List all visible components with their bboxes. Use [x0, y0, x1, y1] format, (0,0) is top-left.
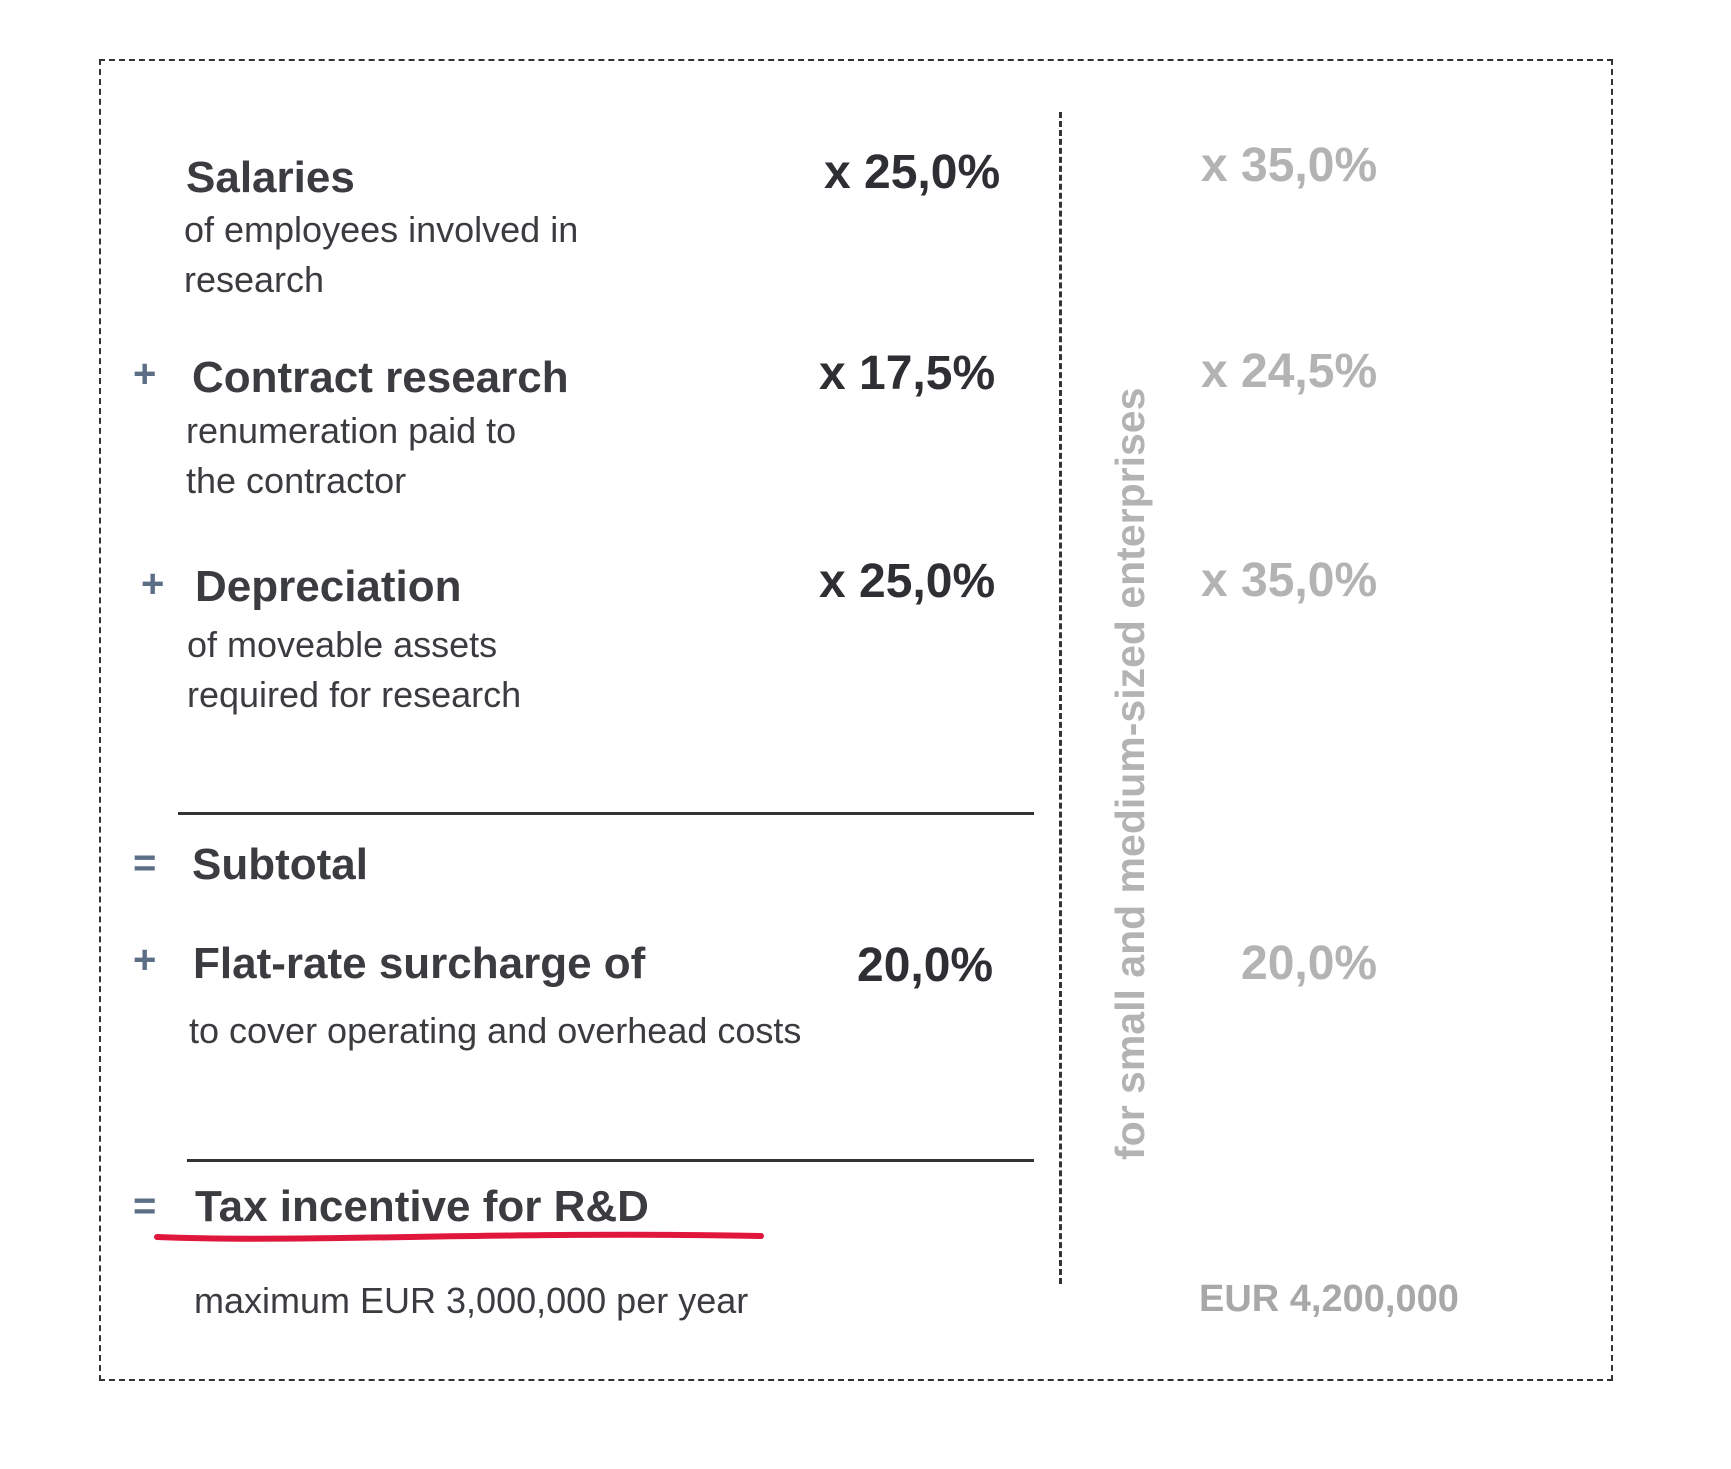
plus-operator: + [133, 352, 157, 396]
depreciation-rate: x 25,0% [819, 555, 996, 608]
sme-column-label: for small and medium-sized enterprises [1107, 387, 1153, 1160]
salaries-description: of employees involved in research [184, 205, 578, 305]
salaries-description-line: research [184, 259, 325, 300]
depreciation-title: Depreciation [195, 562, 462, 611]
column-divider [1059, 112, 1062, 1284]
sme-maximum: EUR 4,200,000 [1199, 1278, 1459, 1320]
contract-research-description-line: the contractor [186, 460, 407, 501]
contract-research-description-line: renumeration paid to [186, 410, 517, 451]
equals-operator: = [133, 1184, 157, 1228]
equals-operator: = [133, 841, 157, 885]
depreciation-description-line: required for research [187, 674, 522, 715]
result-title: Tax incentive for R&D [195, 1182, 649, 1231]
salaries-sme-rate: x 35,0% [1201, 139, 1378, 192]
diagram-frame [99, 59, 1613, 1381]
subtotal-title: Subtotal [192, 840, 368, 889]
contract-research-description: renumeration paid to the contractor [186, 406, 516, 506]
plus-operator: + [141, 562, 165, 606]
surcharge-description: to cover operating and overhead costs [189, 1010, 802, 1051]
salaries-rate: x 25,0% [824, 146, 1001, 199]
salaries-title: Salaries [186, 153, 355, 202]
contract-research-title: Contract research [192, 353, 569, 402]
contract-research-rate: x 17,5% [819, 347, 996, 400]
red-underline [154, 1231, 764, 1242]
surcharge-title: Flat-rate surcharge of [193, 939, 646, 988]
contract-research-sme-rate: x 24,5% [1201, 345, 1378, 398]
depreciation-description: of moveable assets required for research [187, 620, 521, 720]
sum-line [178, 812, 1034, 815]
depreciation-description-line: of moveable assets [187, 624, 498, 665]
plus-operator: + [133, 938, 157, 982]
surcharge-sme-rate: 20,0% [1241, 937, 1378, 990]
surcharge-rate: 20,0% [857, 939, 994, 992]
result-description: maximum EUR 3,000,000 per year [194, 1280, 749, 1321]
sum-line [187, 1159, 1034, 1162]
salaries-description-line: of employees involved in [184, 209, 579, 250]
depreciation-sme-rate: x 35,0% [1201, 554, 1378, 607]
